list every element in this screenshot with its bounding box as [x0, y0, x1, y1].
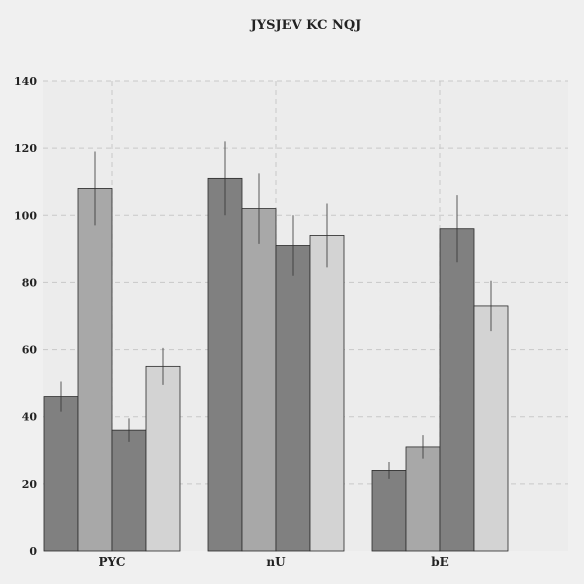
y-tick-label: 20: [22, 478, 38, 491]
x-tick-label: nU: [266, 555, 286, 569]
y-tick-label: 120: [14, 142, 37, 155]
bar-s2-nU: [241, 208, 277, 552]
y-axis-ticks: 0 20 40 60 80 100 120 140: [14, 75, 37, 558]
y-tick-label: 60: [22, 344, 38, 357]
bar-s2-bE: [405, 446, 441, 552]
y-tick-label: 140: [14, 75, 37, 88]
bar-s4-PYC: [145, 365, 181, 552]
error-bars: [60, 141, 492, 479]
x-tick-label: bE: [431, 555, 449, 569]
y-tick-label: 40: [22, 411, 38, 424]
bar-s3-nU: [275, 245, 311, 552]
x-tick-label: PYC: [99, 555, 126, 569]
bar-s1-bE: [371, 470, 407, 552]
x-axis-ticks: PYC nU bE: [99, 555, 449, 569]
bar-s1-PYC: [43, 396, 79, 552]
bar-s1-nU: [207, 177, 243, 552]
bar-s3-PYC: [111, 429, 147, 552]
bar-s4-bE: [473, 305, 509, 552]
bar-s3-bE: [439, 228, 475, 552]
bar-s4-nU: [309, 235, 345, 552]
y-tick-label: 0: [29, 545, 37, 558]
chart-title: JYSJEV KC NQJ: [250, 18, 362, 33]
bar-s2-PYC: [77, 188, 113, 552]
y-tick-label: 100: [14, 209, 37, 222]
y-tick-label: 80: [22, 276, 38, 289]
bars: [43, 177, 509, 552]
